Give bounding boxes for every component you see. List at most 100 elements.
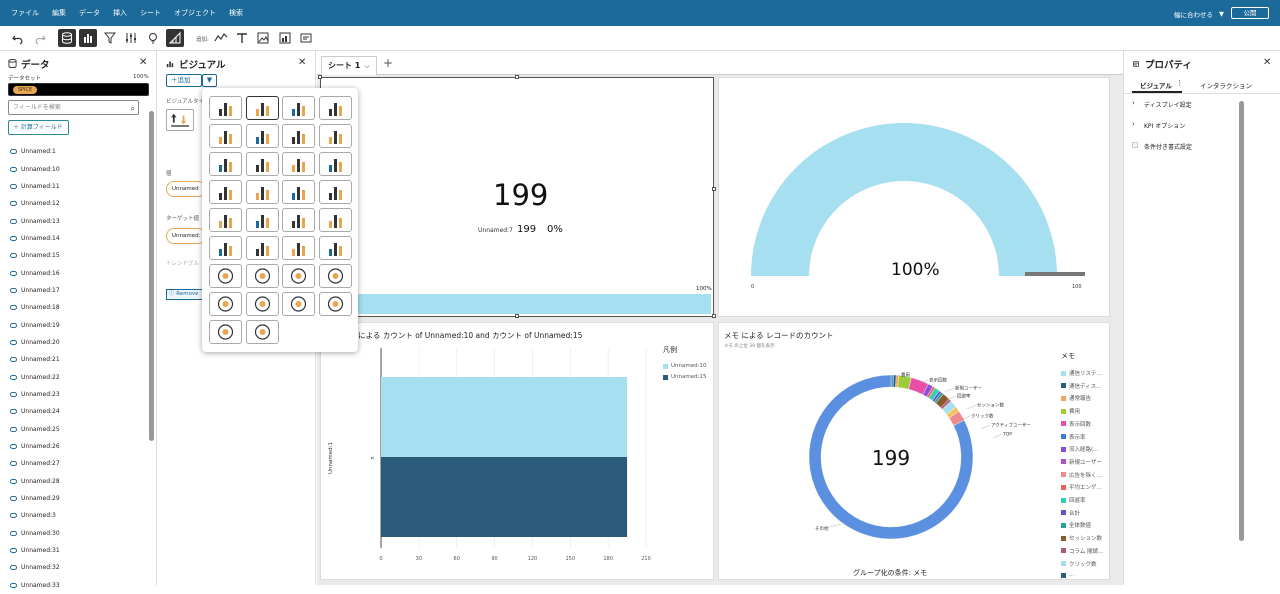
kpi-visual-icon[interactable] [209, 96, 242, 120]
field-item[interactable]: Unnamed:32 [10, 559, 145, 576]
point-map-visual-icon[interactable] [318, 264, 352, 288]
menu-sheet[interactable]: シート [140, 9, 161, 17]
field-item[interactable]: Unnamed:11 [10, 178, 145, 195]
legend-item[interactable]: 全体数値 [1061, 521, 1091, 529]
tab-interaction[interactable]: インタラクション [1200, 82, 1252, 90]
field-item[interactable]: Unnamed:31 [10, 542, 145, 559]
legend-item[interactable]: 回遊率 [1061, 496, 1086, 504]
parameters-icon[interactable] [122, 29, 140, 47]
close-icon[interactable]: ✕ [139, 57, 148, 68]
resize-handle[interactable] [712, 187, 716, 191]
sheet-tab-1[interactable]: シート 1 ⌵ [321, 56, 377, 75]
radar-visual-icon[interactable] [245, 292, 279, 316]
waterfall-visual-icon[interactable] [318, 152, 352, 176]
menu-search[interactable]: 検索 [229, 9, 243, 17]
field-item[interactable]: Unnamed:16 [10, 264, 145, 281]
redo-icon[interactable] [31, 29, 49, 47]
resize-handle[interactable] [712, 314, 716, 318]
insight-visual-icon[interactable] [209, 320, 242, 344]
legend-item[interactable]: 新規ユーザー [1061, 458, 1102, 466]
field-item[interactable]: Unnamed:12 [10, 195, 145, 212]
vertical-100-visual-icon[interactable] [282, 152, 315, 176]
horizontal-bar-alt-visual-icon[interactable] [318, 124, 352, 148]
legend-item[interactable]: クリック数 [1061, 560, 1097, 568]
legend-item[interactable]: Unnamed:15 [663, 374, 706, 380]
add-visual-button[interactable]: ＋追加 [166, 74, 202, 87]
highcharts-visual-icon[interactable] [318, 292, 352, 316]
field-item[interactable]: Unnamed:28 [10, 473, 145, 490]
value-field-pill[interactable]: Unnamed [166, 181, 206, 197]
add-visual-dropdown[interactable]: ▼ [202, 74, 217, 87]
canvas-scrollbar[interactable] [1239, 101, 1244, 541]
publish-button[interactable]: 公開 [1231, 7, 1269, 19]
undo-icon[interactable] [9, 29, 27, 47]
legend-item[interactable]: 流入経路(... [1061, 445, 1098, 453]
menu-file[interactable]: ファイル [11, 9, 39, 17]
pie-visual-icon[interactable] [209, 124, 242, 148]
field-item[interactable]: Unnamed:30 [10, 525, 145, 542]
kpi-visual-type-icon[interactable] [166, 109, 194, 131]
field-item[interactable]: Unnamed:22 [10, 368, 145, 385]
custom-visual-icon[interactable] [245, 320, 279, 344]
legend-item[interactable]: コラム 閲読... [1061, 547, 1103, 555]
close-icon[interactable]: ✕ [1263, 57, 1272, 68]
kpi-visual[interactable]: 199 Unnamed:7 199 0% 100% [318, 75, 716, 318]
legend-item[interactable]: 費用 [1061, 407, 1080, 415]
legend-item[interactable]: 通常報告 [1061, 394, 1091, 402]
themes-icon[interactable] [166, 29, 184, 47]
legend-item[interactable]: 表示率 [1061, 433, 1086, 441]
resize-handle[interactable] [515, 314, 519, 318]
field-item[interactable]: Unnamed:27 [10, 455, 145, 472]
field-item[interactable]: Unnamed:18 [10, 299, 145, 316]
field-item[interactable]: Unnamed:14 [10, 230, 145, 247]
field-item[interactable]: Unnamed:20 [10, 334, 145, 351]
text-insert-icon[interactable] [233, 29, 251, 47]
legend-item[interactable]: 表示回数 [1061, 420, 1091, 428]
gauge-visual[interactable]: 0 100 100% [718, 77, 1110, 317]
field-list-scrollbar[interactable] [149, 111, 154, 441]
donut-chart-visual[interactable]: メモ による レコードのカウント メモ の上位 20 個を表示 メモ 通信リステ… [718, 322, 1110, 580]
field-item[interactable]: Unnamed:23 [10, 386, 145, 403]
calculated-field-button[interactable]: ＋ 計算フィールド [8, 120, 69, 135]
donut-visual-icon[interactable] [318, 96, 352, 120]
legend-item[interactable]: 通信ディス... [1061, 382, 1101, 390]
combo-bar-line-visual-icon[interactable] [318, 180, 352, 204]
menu-edit[interactable]: 編集 [52, 9, 66, 17]
legend-item[interactable]: ... [1061, 572, 1074, 578]
scatter-visual-icon[interactable] [282, 236, 315, 260]
word-cloud-visual-icon[interactable] [282, 292, 315, 316]
checkbox[interactable] [1132, 142, 1138, 148]
section-kpi-options[interactable]: KPI オプション [1144, 123, 1186, 130]
close-icon[interactable]: ✕ [298, 57, 307, 68]
field-item[interactable]: Unnamed:15 [10, 247, 145, 264]
stacked-area-visual-icon[interactable] [282, 180, 315, 204]
more-icon[interactable]: ⋮ [1176, 79, 1183, 87]
legend-item[interactable]: 広告を除く... [1061, 471, 1102, 479]
funnel-visual-icon[interactable] [209, 264, 242, 288]
field-item[interactable]: Unnamed:19 [10, 316, 145, 333]
histogram-visual-icon[interactable] [318, 236, 352, 260]
image-insert-icon[interactable] [254, 29, 272, 47]
legend-item[interactable]: 通信リステ... [1061, 369, 1102, 377]
heatmap-visual-icon[interactable] [209, 236, 242, 260]
box-plot-visual-icon[interactable] [245, 208, 279, 232]
field-item[interactable]: Unnamed:25 [10, 421, 145, 438]
stacked-horizontal-visual-icon[interactable] [245, 152, 279, 176]
field-item[interactable]: Unnamed:1 [10, 143, 145, 160]
field-item[interactable]: Unnamed:17 [10, 282, 145, 299]
legend-item[interactable]: セッション数 [1061, 534, 1102, 542]
bar-chart-icon[interactable] [79, 29, 97, 47]
menu-insert[interactable]: 挿入 [113, 9, 127, 17]
textbox-insert-icon[interactable] [297, 29, 315, 47]
field-item[interactable]: Unnamed:29 [10, 490, 145, 507]
add-sheet-icon[interactable]: + [383, 56, 394, 70]
legend-item[interactable]: Unnamed:10 [663, 363, 706, 369]
field-item[interactable]: Unnamed:21 [10, 351, 145, 368]
field-item[interactable]: Unnamed:13 [10, 212, 145, 229]
area-visual-icon[interactable] [245, 180, 279, 204]
legend-item[interactable]: 平均エンゲ... [1061, 483, 1102, 491]
stacked-bar-visual-icon[interactable] [209, 152, 242, 176]
sankey-visual-icon[interactable] [245, 264, 279, 288]
field-item[interactable]: Unnamed:33 [10, 577, 145, 594]
filled-map-visual-icon[interactable] [282, 264, 315, 288]
